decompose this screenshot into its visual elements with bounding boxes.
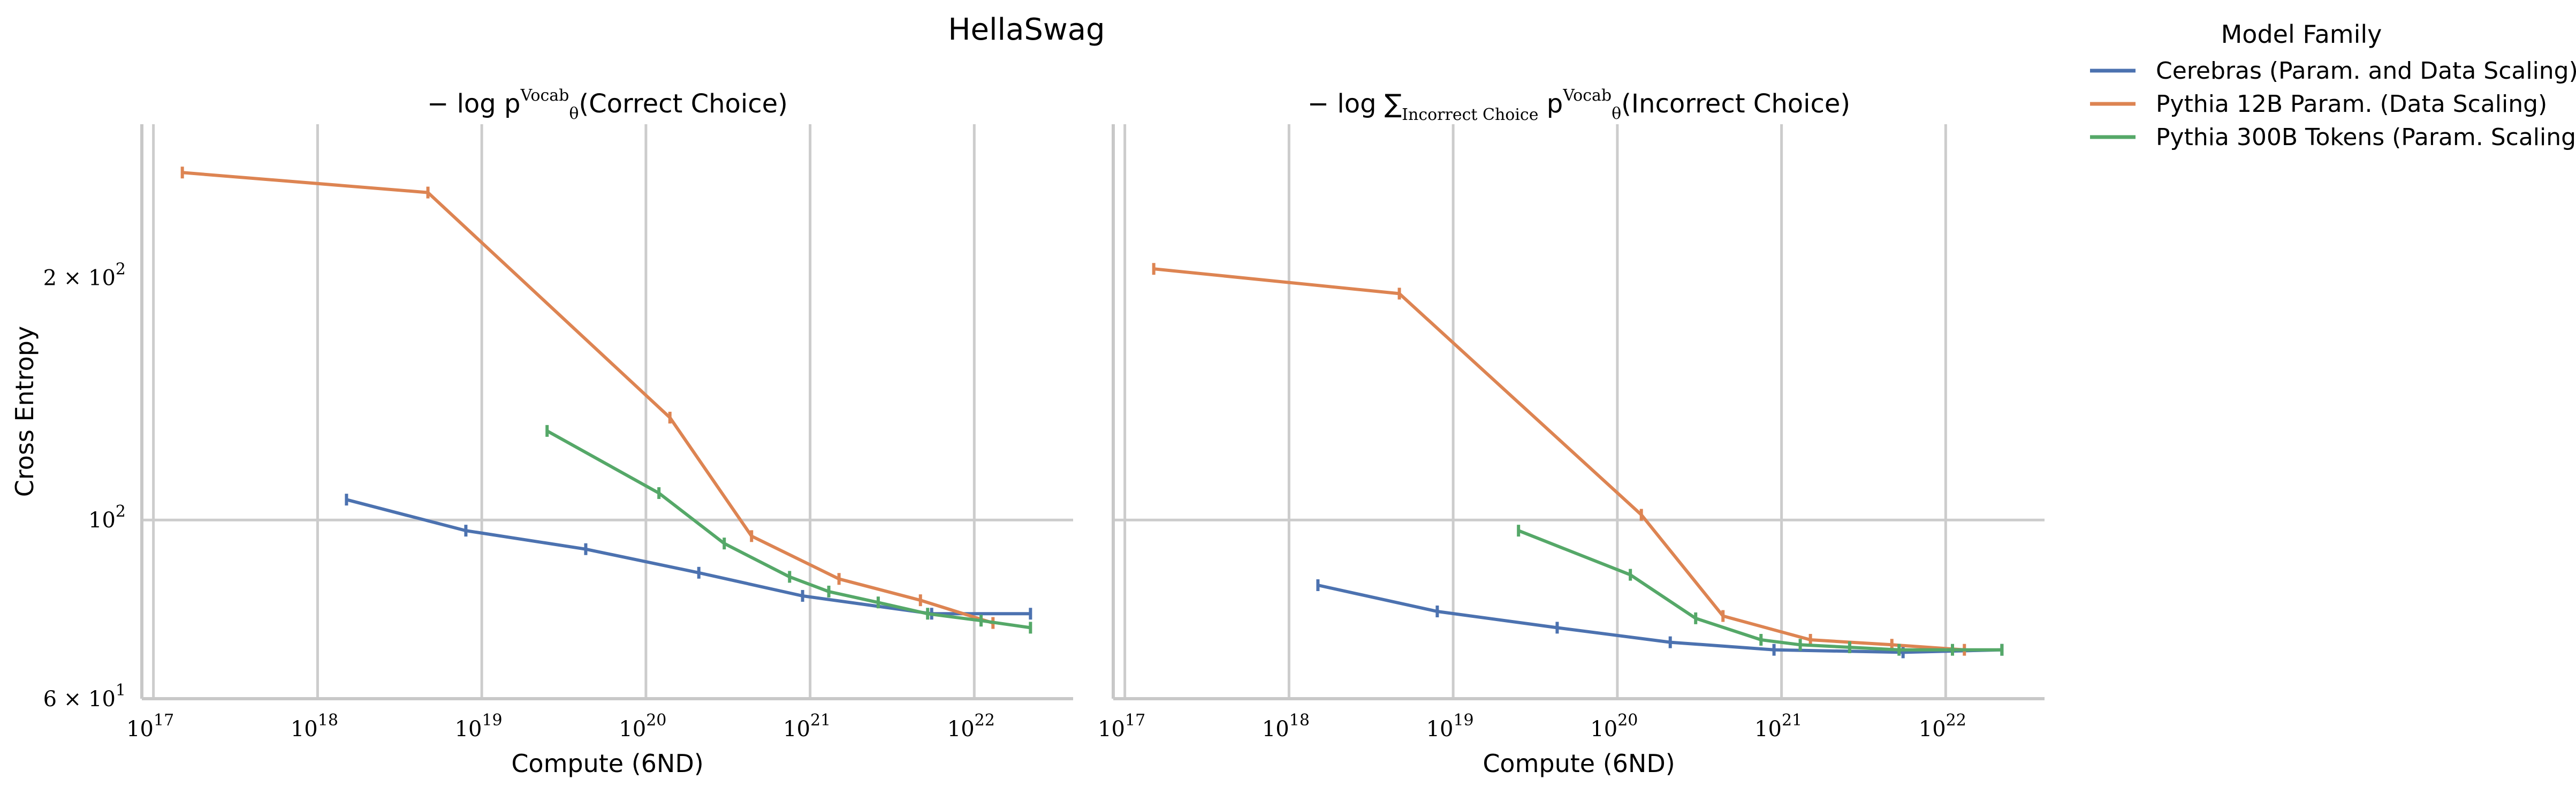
y-tick-label: 102 [88, 502, 126, 533]
x-axis-label: Compute (6ND) [511, 749, 703, 778]
x-tick-label: 1017 [1098, 711, 1145, 742]
x-axis-label: Compute (6ND) [1483, 749, 1675, 778]
panel-correct-choice: 1017 1018 1019 1020 1021 1022 6 × 101 102 2 × 10… [10, 86, 1073, 778]
x-tick-label: 1021 [783, 711, 831, 742]
x-tick-label: 1019 [455, 711, 503, 742]
subplot-title: − log ∑Incorrect Choice pVocabθ(Incorrec… [1308, 86, 1850, 124]
x-tick-label: 1019 [1426, 711, 1474, 742]
y-axis-label: Cross Entropy [10, 326, 39, 497]
series-line [182, 171, 994, 625]
x-tick-label: 1021 [1754, 711, 1802, 742]
subplot-title: − log pVocabθ(Correct Choice) [427, 86, 788, 123]
x-tick-label: 1020 [619, 711, 666, 742]
legend-label: Cerebras (Param. and Data Scaling) [2156, 57, 2576, 85]
y-tick-label: 2 × 102 [43, 260, 126, 290]
x-tick-label: 1018 [1262, 711, 1310, 742]
x-tick-label: 1022 [1919, 711, 1966, 742]
x-tick-label: 1017 [126, 711, 174, 742]
x-tick-label: 1020 [1590, 711, 1638, 742]
figure-title: HellaSwag [948, 12, 1105, 47]
legend-title: Model Family [2221, 20, 2382, 49]
series-line [1153, 267, 1965, 652]
legend: Model Family Cerebras (Param. and Data S… [2090, 20, 2576, 151]
x-tick-label: 1022 [947, 711, 995, 742]
y-tick-label: 6 × 101 [43, 681, 126, 712]
x-tick-label: 1018 [291, 711, 338, 742]
legend-label: Pythia 12B Param. (Data Scaling) [2156, 90, 2547, 118]
legend-label: Pythia 300B Tokens (Param. Scaling) [2156, 124, 2576, 151]
series-line [546, 429, 1031, 630]
panel-incorrect-choice: 1017 1018 1019 1020 1021 1022 − log ∑Incorrect… [1098, 86, 2045, 778]
